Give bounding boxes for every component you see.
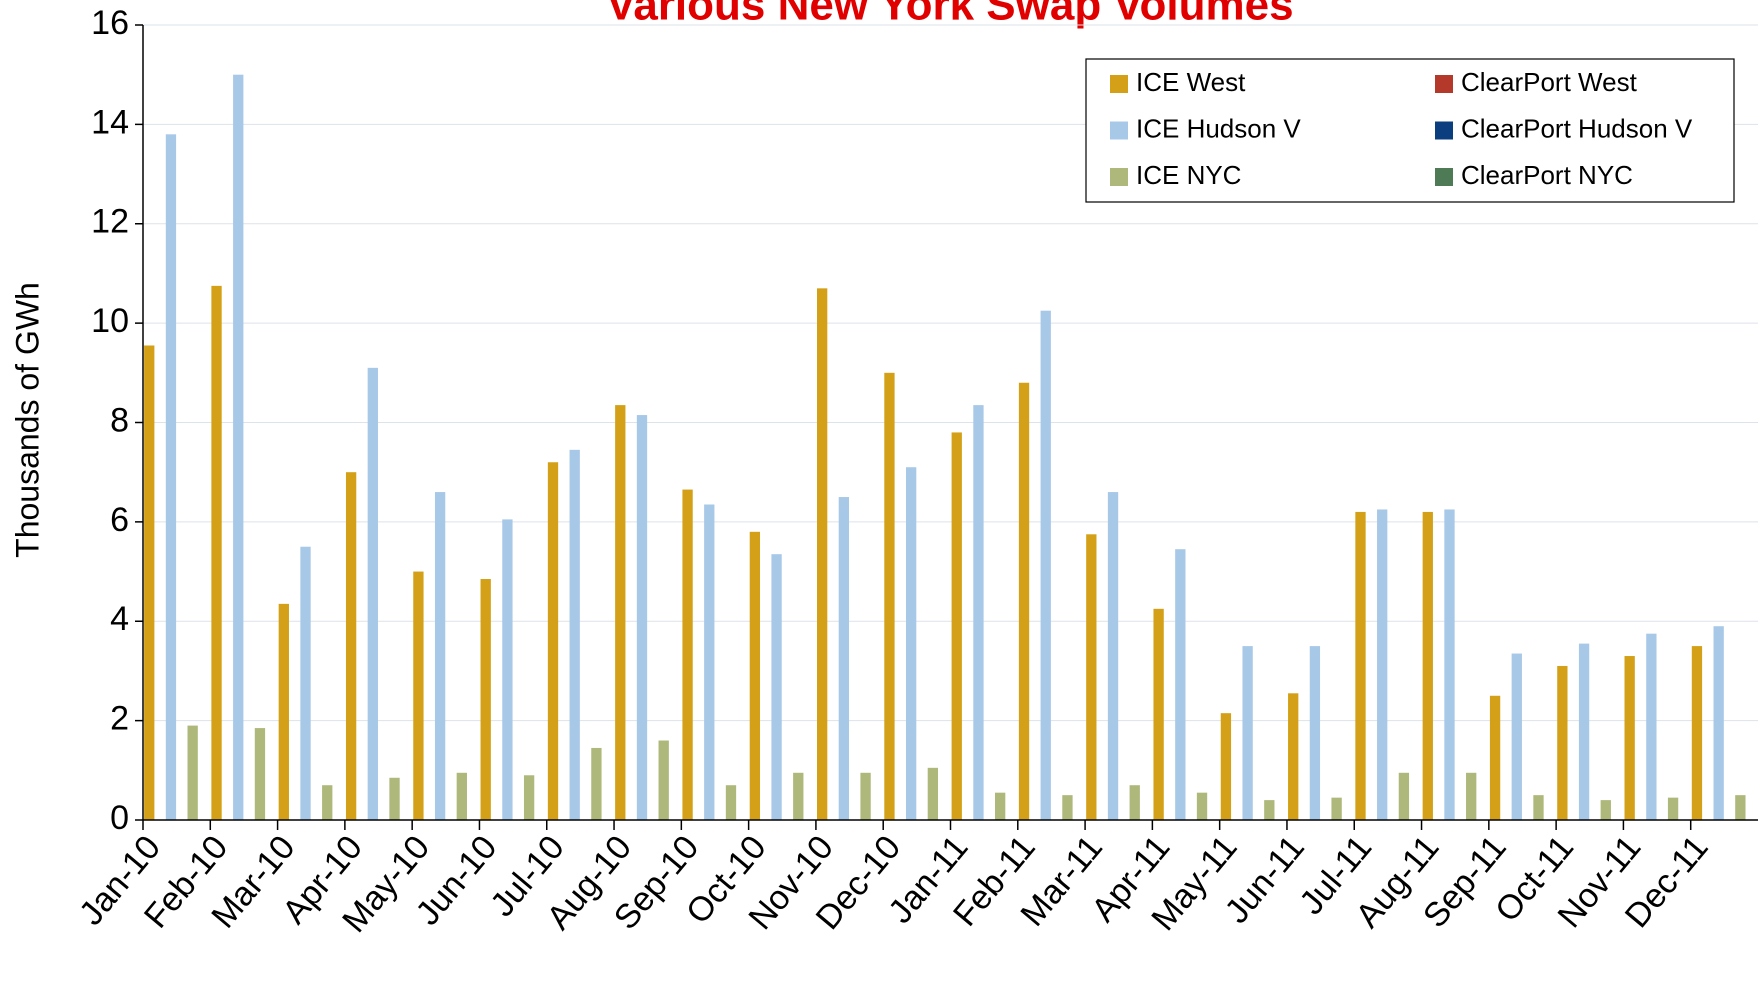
legend-label: ClearPort West: [1461, 67, 1638, 97]
legend-swatch: [1435, 75, 1453, 93]
bar: [927, 767, 939, 820]
bar: [1511, 653, 1522, 820]
bar: [1153, 608, 1164, 820]
bar: [233, 74, 244, 820]
bar: [389, 777, 400, 820]
bar: [144, 345, 155, 820]
legend-swatch: [1110, 121, 1128, 140]
bar: [973, 405, 984, 820]
bar: [1288, 693, 1299, 820]
bar: [523, 775, 535, 820]
bar: [187, 725, 198, 820]
bar: [725, 785, 737, 820]
legend-swatch: [1435, 168, 1453, 186]
bar: [1331, 797, 1342, 820]
y-tick-label: 0: [110, 799, 129, 837]
bar: [793, 772, 804, 820]
bar: [1646, 633, 1657, 820]
bar: [569, 449, 580, 820]
bar: [1489, 695, 1501, 820]
bar: [1398, 772, 1410, 820]
legend-label: ICE Hudson V: [1136, 113, 1301, 143]
bar: [951, 432, 962, 820]
bar: [682, 489, 693, 820]
bar: [1018, 382, 1030, 820]
bar: [1107, 492, 1119, 820]
bar: [1578, 643, 1590, 820]
y-tick-label: 8: [110, 401, 129, 439]
bar: [704, 504, 715, 820]
bar: [367, 367, 378, 820]
bar: [1196, 792, 1208, 820]
bar: [615, 405, 626, 820]
bar: [658, 740, 669, 820]
bar: [860, 772, 871, 820]
bar: [1735, 795, 1746, 820]
y-tick-label: 16: [91, 4, 129, 42]
bar: [906, 467, 917, 820]
bar: [771, 554, 782, 820]
legend-swatch: [1435, 121, 1453, 140]
bar: [456, 772, 467, 820]
bar: [1377, 509, 1388, 820]
bar: [1533, 795, 1544, 820]
bar: [1220, 713, 1232, 820]
bar: [434, 492, 446, 820]
y-tick-label: 4: [110, 600, 129, 638]
bar: [1129, 785, 1140, 820]
legend-label: ClearPort NYC: [1461, 160, 1633, 190]
bar: [1713, 626, 1724, 820]
legend-swatch: [1110, 168, 1128, 186]
bar: [1242, 646, 1253, 820]
bar: [1422, 511, 1433, 820]
legend-swatch: [1110, 75, 1128, 93]
y-tick-label: 12: [91, 203, 129, 241]
bar: [636, 415, 648, 820]
bar: [547, 462, 559, 820]
bar: [1086, 534, 1097, 820]
legend-label: ICE NYC: [1136, 160, 1241, 190]
bar: [300, 546, 311, 820]
bar: [322, 785, 333, 820]
bar: [1624, 656, 1635, 820]
bar: [502, 519, 513, 820]
y-tick-label: 2: [110, 700, 129, 738]
bar: [994, 792, 1006, 820]
bar: [1557, 665, 1568, 820]
bar: [1062, 795, 1073, 820]
bar: [413, 571, 424, 820]
bar: [345, 472, 357, 820]
bar: [254, 728, 266, 820]
legend-label: ICE West: [1136, 67, 1246, 97]
y-tick-label: 10: [91, 302, 129, 340]
bar: [1040, 310, 1051, 820]
legend-label: ClearPort Hudson V: [1461, 113, 1693, 143]
bar: [278, 603, 289, 820]
bar: [1309, 646, 1321, 820]
bar: [1600, 800, 1611, 820]
bar: [211, 285, 222, 820]
y-tick-label: 6: [110, 501, 129, 539]
bar: [1691, 646, 1703, 820]
bar: [1175, 549, 1186, 820]
bar: [749, 531, 761, 820]
legend-box: [1085, 58, 1735, 203]
bar: [1466, 772, 1477, 820]
bar: [838, 497, 850, 820]
bar: [884, 372, 895, 820]
bar: [1264, 800, 1275, 820]
y-tick-label: 14: [91, 103, 129, 141]
bar: [591, 747, 602, 820]
bar: [480, 579, 491, 820]
bar: [1355, 511, 1366, 820]
bar: [165, 134, 177, 820]
bar: [1667, 797, 1679, 820]
bar: [817, 288, 828, 820]
bar: [1444, 509, 1455, 820]
y-axis-label: Thousands of GWh: [9, 282, 45, 558]
